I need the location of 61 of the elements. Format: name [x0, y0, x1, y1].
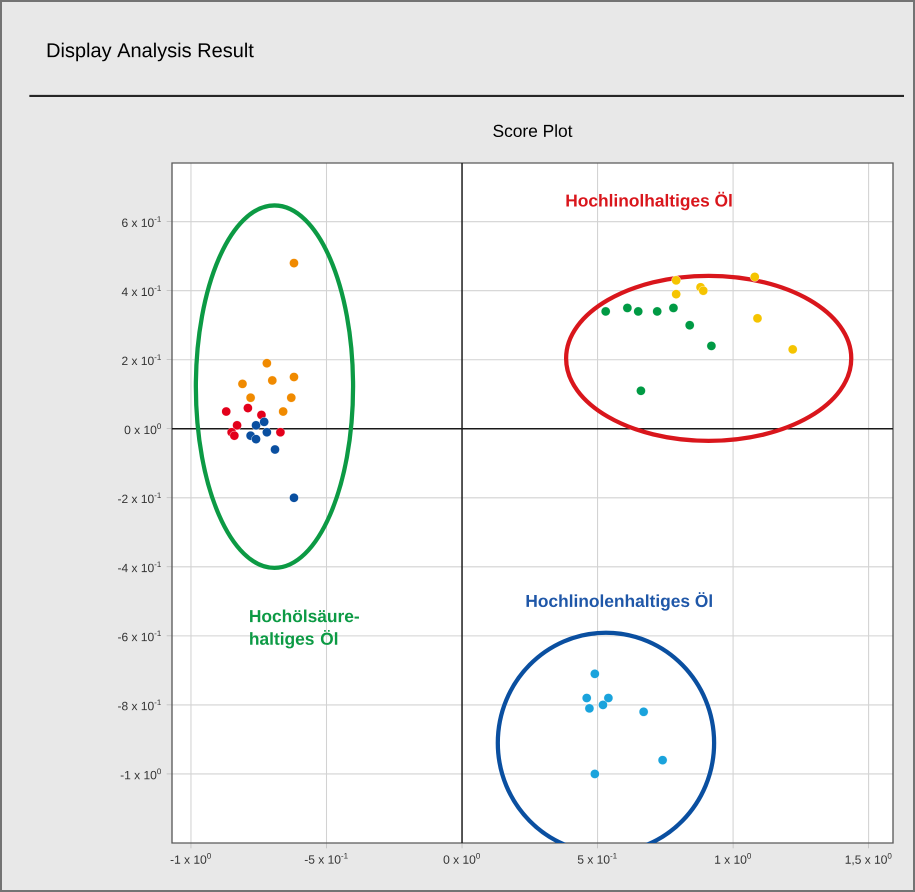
point [246, 392, 256, 402]
point [658, 755, 668, 765]
point [268, 376, 278, 386]
y-tick-label: 2 x 10$^{-1}$ [122, 354, 161, 366]
point [251, 420, 261, 430]
point [221, 406, 231, 416]
x-tick-label: -5 x 10$^{-1}$ [304, 853, 348, 864]
point [289, 372, 299, 382]
point [289, 258, 299, 268]
point [590, 669, 600, 679]
point [788, 344, 798, 354]
point [262, 427, 272, 437]
point [622, 303, 632, 313]
y-tick-label: -2 x 10$^{-1}$ [118, 492, 161, 504]
point [278, 406, 288, 416]
x-tick-label: 0 x 10$^{0}$ [444, 853, 480, 864]
point [259, 417, 269, 427]
point [633, 306, 643, 316]
annotation: Hochölsäure-haltiges Öl [250, 610, 359, 648]
point [671, 276, 681, 286]
point [232, 420, 242, 430]
point [604, 693, 614, 703]
point [600, 306, 610, 316]
point [652, 306, 662, 316]
y-tick-label: 6 x 10$^{-1}$ [122, 216, 161, 228]
point [668, 303, 678, 313]
point [276, 427, 286, 437]
x-tick-label: -1 x 10$^{0}$ [170, 853, 211, 864]
point [230, 430, 240, 440]
x-tick-label: 1 x 10$^{0}$ [715, 853, 752, 864]
point [706, 341, 716, 351]
x-tick-label: 1,5 x 10$^{0}$ [846, 853, 892, 866]
point [238, 379, 248, 389]
point [243, 403, 253, 413]
y-tick-label: -8 x 10$^{-1}$ [118, 700, 161, 710]
point [270, 444, 280, 454]
chart-title: Display Analysis Result [48, 42, 254, 62]
point [671, 289, 681, 299]
annotation: Hochlinolenhaltiges Öl [526, 592, 712, 611]
point [582, 693, 592, 703]
point [752, 314, 762, 324]
point [636, 386, 646, 396]
y-tick-label: -4 x 10$^{-1}$ [118, 561, 161, 572]
chart-subtitle: Score Plot [493, 124, 572, 138]
y-tick-label: -1 x 10$^{0}$ [120, 768, 161, 780]
point [698, 286, 708, 296]
point [251, 434, 261, 444]
y-tick-label: 4 x 10$^{-1}$ [122, 285, 161, 296]
point [684, 320, 694, 330]
y-tick-label: -6 x 10$^{-1}$ [118, 630, 161, 642]
y-tick-label: 0 x 10$^{0}$ [124, 423, 161, 434]
point [286, 392, 296, 402]
point [262, 358, 272, 368]
annotation: Hochlinolhaltiges Öl [566, 192, 732, 210]
point [590, 769, 600, 779]
point [598, 700, 608, 710]
x-tick-label: 5 x 10$^{-1}$ [578, 853, 617, 864]
point [750, 272, 760, 282]
point [584, 704, 594, 714]
point [289, 493, 299, 503]
point [638, 707, 648, 717]
